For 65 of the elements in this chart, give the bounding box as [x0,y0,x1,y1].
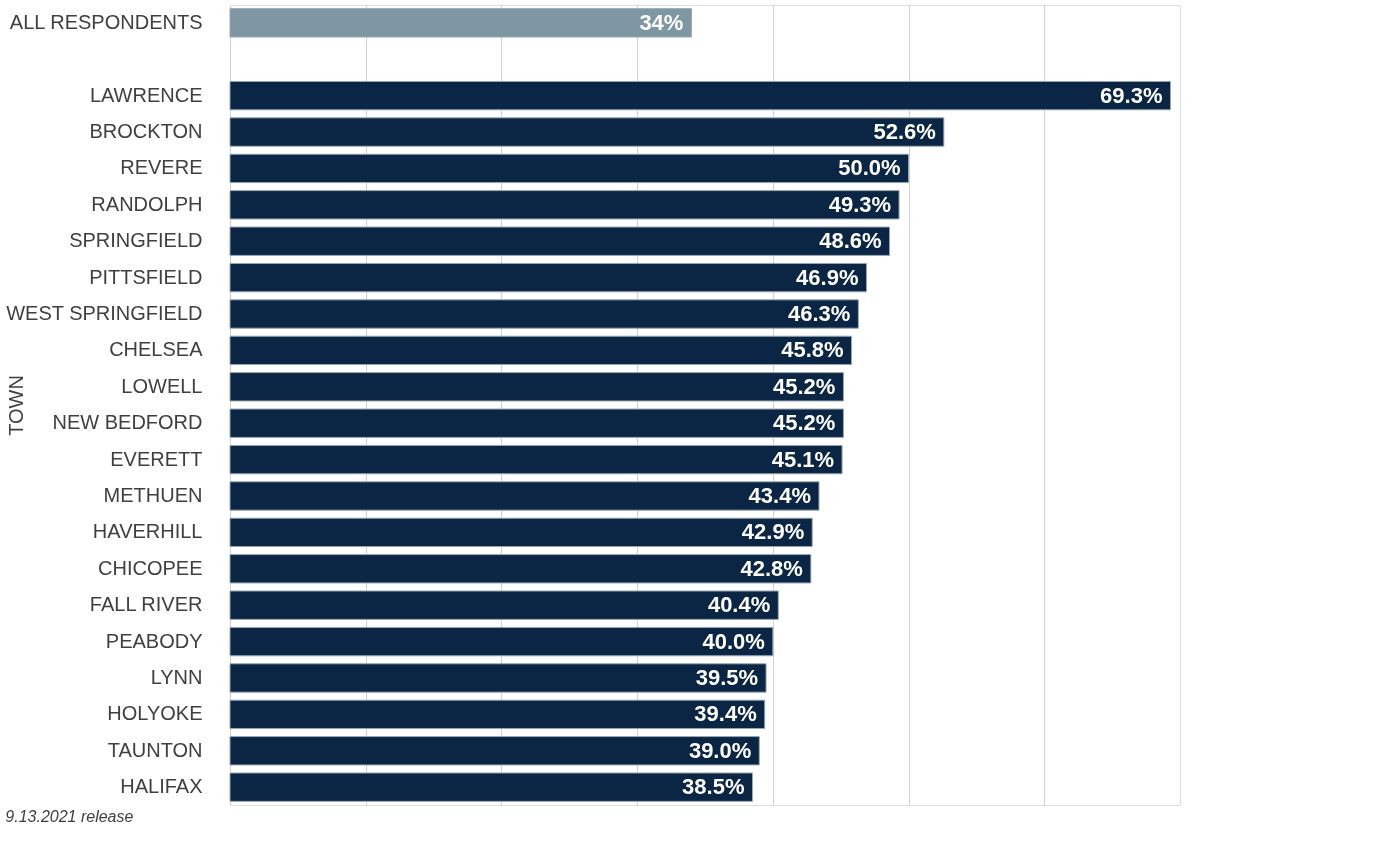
data-label: 42.8% [740,555,803,581]
data-label: 50.0% [838,155,901,181]
data-label: 69.3% [1100,82,1163,108]
bar [229,626,774,657]
bar [229,190,900,220]
y-tick-label: PEABODY [105,629,203,652]
bar [229,335,853,366]
bar [229,663,767,693]
y-tick-label: METHUEN [103,483,203,506]
y-tick-label: BROCKTON [89,120,203,143]
bar [229,117,945,147]
y-tick-label: FALL RIVER [89,593,203,616]
bar [229,299,859,329]
y-tick-label: CHELSEA [109,338,204,361]
y-tick-label: REVERE [120,156,203,179]
bar [229,372,844,402]
data-label: 39.5% [695,664,759,690]
bar [229,517,813,548]
y-tick-label: WEST SPRINGFIELD [6,302,203,325]
y-tick-label: HALIFAX [120,775,203,798]
text: 9.13.2021 release [5,808,134,825]
y-tick-label: SPRINGFIELD [69,229,203,252]
data-label: 40.4% [707,592,771,618]
data-label: 45.2% [773,410,836,436]
data-label: 39.4% [694,701,757,727]
bar [229,80,1171,111]
bar [229,444,843,475]
data-label: 48.6% [819,228,882,254]
data-label: 46.9% [796,264,859,290]
y-tick-label: HAVERHILL [92,520,203,543]
y-tick-label: NEW BEDFORD [52,411,203,434]
bar [229,153,910,184]
data-label: 34% [639,9,684,35]
data-label: 43.4% [748,482,811,508]
y-tick-label: LAWRENCE [89,83,203,106]
bar [229,772,753,802]
data-label: 45.1% [771,446,835,472]
y-tick-label: ALL RESPONDENTS [9,10,203,33]
y-tick-label: LYNN [150,665,203,688]
y-tick-label: HOLYOKE [107,702,203,725]
y-tick-label: PITTSFIELD [89,265,203,288]
data-label: 46.3% [787,301,851,327]
bar [229,8,692,38]
data-label: 40.0% [702,628,765,654]
bar [229,408,844,438]
y-tick-label: EVERETT [110,447,203,470]
y-tick-label: RANDOLPH [91,192,203,215]
data-label: 49.3% [828,191,892,217]
bar [229,736,760,766]
bar [229,481,820,511]
bar [229,699,766,730]
bar [229,226,891,256]
bar [229,554,812,584]
bar [229,262,867,293]
y-tick-label: CHICOPEE [98,556,203,579]
data-label: 45.2% [773,373,836,399]
y-tick-label: LOWELL [121,374,203,397]
data-label: 42.9% [741,519,805,545]
data-label: 52.6% [873,119,936,145]
data-label: 45.8% [781,337,844,363]
y-axis-title: TOWN [4,375,27,436]
bar [229,590,779,620]
data-label: 38.5% [682,774,745,800]
y-tick-label: TAUNTON [107,738,203,761]
data-label: 39.0% [688,737,752,763]
